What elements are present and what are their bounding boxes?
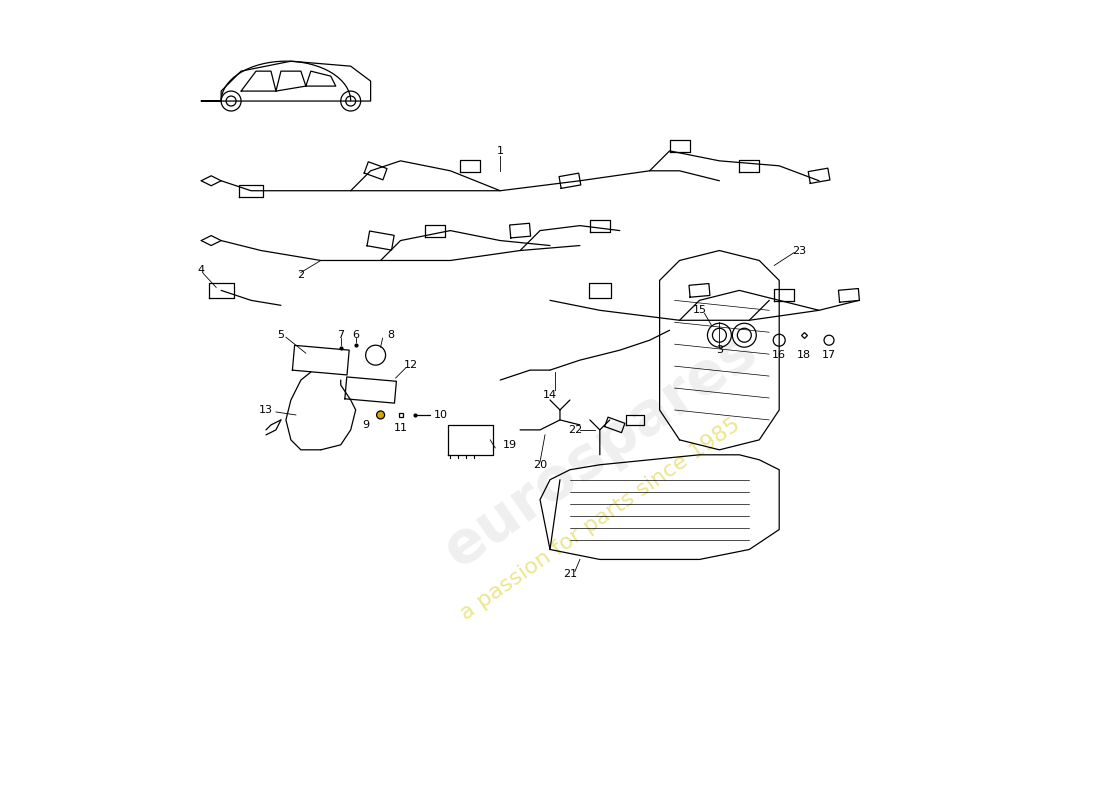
Text: 21: 21 (563, 570, 578, 579)
Text: 15: 15 (693, 306, 706, 315)
Text: a passion for parts since 1985: a passion for parts since 1985 (456, 414, 744, 624)
Text: 4: 4 (198, 266, 205, 275)
Circle shape (707, 323, 732, 347)
Text: eurospares: eurospares (432, 321, 768, 579)
Polygon shape (448, 425, 493, 455)
Text: 18: 18 (798, 350, 811, 360)
Circle shape (341, 91, 361, 111)
Text: 10: 10 (433, 410, 448, 420)
Text: 8: 8 (387, 330, 394, 340)
Text: 6: 6 (352, 330, 360, 340)
Circle shape (221, 91, 241, 111)
Polygon shape (345, 377, 396, 403)
Text: 9: 9 (362, 420, 370, 430)
Circle shape (773, 334, 785, 346)
Text: 2: 2 (297, 270, 305, 281)
Polygon shape (293, 346, 349, 375)
Text: 22: 22 (568, 425, 582, 435)
Text: 13: 13 (258, 405, 273, 415)
Text: 20: 20 (534, 460, 547, 470)
Text: 17: 17 (822, 350, 836, 360)
Text: 3: 3 (716, 345, 723, 355)
Text: 11: 11 (394, 423, 407, 433)
Circle shape (376, 411, 385, 419)
Text: 1: 1 (497, 146, 504, 156)
Circle shape (733, 323, 757, 347)
Text: 5: 5 (277, 330, 285, 340)
Circle shape (365, 345, 386, 365)
Text: 7: 7 (338, 330, 344, 340)
Text: 19: 19 (503, 440, 517, 450)
Text: 23: 23 (792, 246, 806, 255)
Text: 12: 12 (404, 360, 418, 370)
Text: 16: 16 (772, 350, 786, 360)
Text: 14: 14 (543, 390, 557, 400)
